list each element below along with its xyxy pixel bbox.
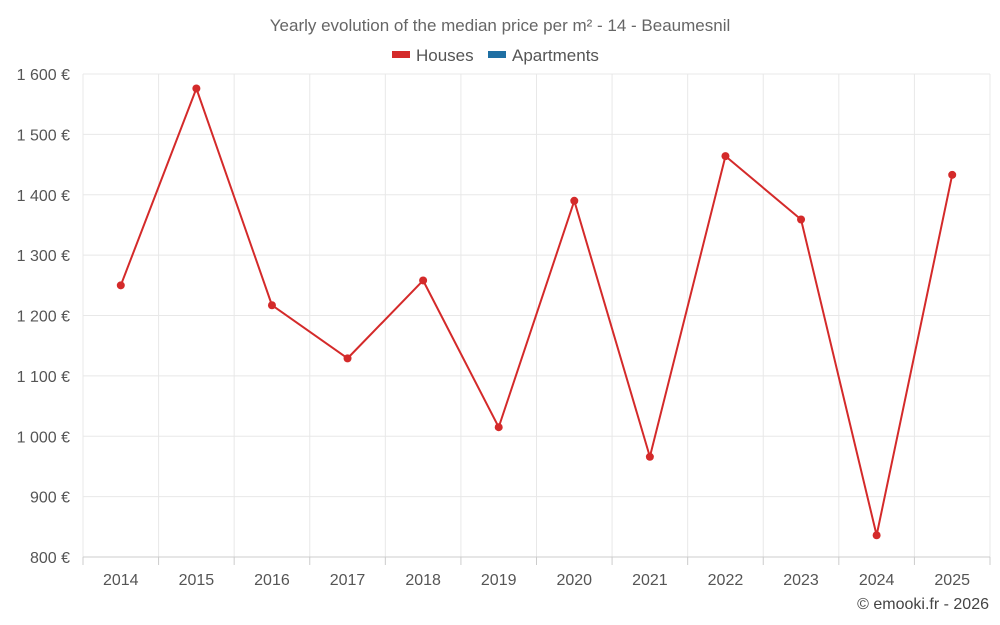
- data-point-houses-2019[interactable]: [494, 423, 503, 432]
- x-tick-label: 2021: [632, 572, 668, 589]
- series-lines: [119, 87, 954, 537]
- legend-label-houses: Houses: [416, 46, 474, 65]
- legend-swatch-apartments: [488, 51, 506, 58]
- x-tick-label: 2019: [481, 572, 517, 589]
- y-tick-label: 1 500 €: [17, 127, 70, 144]
- data-point-houses-2018[interactable]: [419, 276, 428, 285]
- x-tick-label: 2018: [405, 572, 441, 589]
- data-point-houses-2024[interactable]: [872, 531, 881, 540]
- credit-text: © emooki.fr - 2026: [857, 596, 989, 613]
- data-point-houses-2023[interactable]: [797, 215, 806, 224]
- legend-item-apartments[interactable]: Apartments: [488, 46, 599, 65]
- chart-title: Yearly evolution of the median price per…: [270, 16, 731, 35]
- y-tick-label: 800 €: [30, 550, 70, 567]
- legend-label-apartments: Apartments: [512, 46, 599, 65]
- x-tick-label: 2024: [859, 572, 895, 589]
- x-tick-label: 2020: [556, 572, 592, 589]
- series-points: [116, 84, 957, 540]
- data-point-houses-2021[interactable]: [645, 452, 654, 461]
- y-tick-label: 1 300 €: [17, 248, 70, 265]
- y-tick-label: 1 000 €: [17, 429, 70, 446]
- data-point-houses-2017[interactable]: [343, 354, 352, 363]
- y-tick-label: 900 €: [30, 490, 70, 507]
- data-point-houses-2016[interactable]: [267, 301, 276, 310]
- series-line-houses: [119, 87, 954, 537]
- legend-swatch-houses: [392, 51, 410, 58]
- legend: Houses Apartments: [392, 46, 599, 65]
- data-point-houses-2015[interactable]: [192, 84, 201, 93]
- x-tick-label: 2023: [783, 572, 819, 589]
- x-tick-label: 2017: [330, 572, 366, 589]
- x-tick-label: 2022: [708, 572, 744, 589]
- y-tick-label: 1 100 €: [17, 369, 70, 386]
- data-point-houses-2025[interactable]: [948, 170, 957, 179]
- y-tick-label: 1 200 €: [17, 309, 70, 326]
- x-tick-label: 2025: [934, 572, 970, 589]
- data-point-houses-2020[interactable]: [570, 196, 579, 205]
- x-tick-label: 2014: [103, 572, 139, 589]
- x-tick-label: 2016: [254, 572, 290, 589]
- y-tick-label: 1 400 €: [17, 188, 70, 205]
- x-tick-label: 2015: [179, 572, 215, 589]
- y-tick-label: 1 600 €: [17, 67, 70, 84]
- legend-item-houses[interactable]: Houses: [392, 46, 474, 65]
- y-axis-ticks: 800 € 900 € 1 000 € 1 100 € 1 200 € 1 300 € 1 …: [17, 67, 70, 567]
- x-gridlines: [82, 74, 991, 557]
- x-axis-ticks: 2014 2015 2016 2017 2018 2019 2020 2021 2022 2023…: [82, 557, 991, 589]
- data-point-houses-2022[interactable]: [721, 152, 730, 161]
- data-point-houses-2014[interactable]: [116, 281, 125, 290]
